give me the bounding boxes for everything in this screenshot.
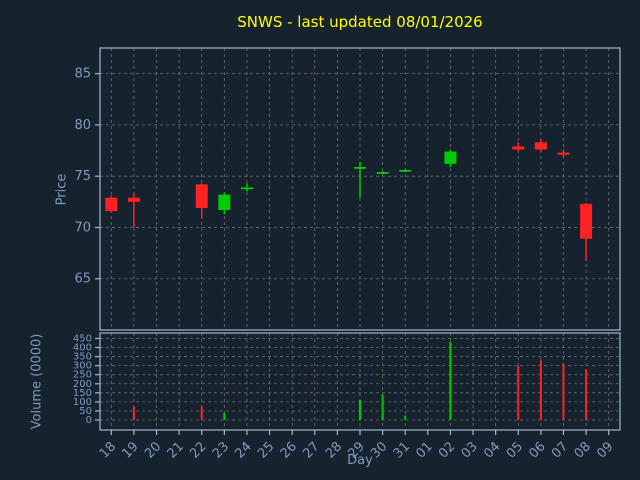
candle-body (240, 187, 253, 190)
day-tick-label: 07 (549, 439, 571, 461)
day-tick-label: 04 (481, 439, 503, 461)
day-tick-label: 28 (323, 439, 345, 461)
price-tick-label: 70 (74, 220, 91, 235)
volume-tick-label: 400 (73, 343, 92, 354)
volume-tick-label: 300 (73, 361, 92, 372)
chart-title: SNWS - last updated 08/01/2026 (237, 13, 483, 31)
candle-body (105, 197, 118, 212)
candle-body (195, 184, 208, 208)
day-tick-label: 27 (300, 439, 322, 461)
day-tick-label: 23 (210, 439, 232, 461)
day-tick-label: 08 (572, 439, 594, 461)
candle-body (512, 146, 525, 150)
price-tick-label: 65 (74, 272, 91, 287)
volume-tick-label: 150 (73, 388, 92, 399)
day-tick-label: 18 (97, 439, 119, 461)
day-tick-label: 30 (368, 439, 390, 461)
day-tick-label: 19 (119, 439, 141, 461)
candle-body (534, 142, 547, 150)
day-tick-label: 06 (526, 439, 548, 461)
candle-body (399, 170, 412, 172)
volume-tick-label: 250 (73, 370, 92, 381)
price-panel-frame (99, 47, 621, 331)
volume-tick-label: 100 (73, 397, 92, 408)
day-tick-label: 25 (255, 439, 277, 461)
volume-tick-label: 50 (79, 406, 92, 417)
price-tick-label: 85 (74, 67, 91, 82)
day-tick-label: 03 (459, 439, 481, 461)
candle-body (218, 194, 231, 211)
price-tick-label: 75 (74, 169, 91, 184)
day-tick-label: 31 (391, 439, 413, 461)
candle-body (127, 197, 140, 202)
day-tick-label: 05 (504, 439, 526, 461)
candle-body (444, 151, 457, 164)
volume-tick-label: 0 (86, 415, 92, 426)
day-tick-label: 26 (278, 439, 300, 461)
day-tick-label: 09 (594, 439, 616, 461)
candle-body (354, 166, 366, 169)
volume-tick-label: 350 (73, 352, 92, 363)
day-tick-label: 29 (346, 439, 368, 461)
x-axis-label: Day (347, 453, 373, 468)
day-tick-label: 01 (413, 439, 435, 461)
day-tick-label: 02 (436, 439, 458, 461)
day-tick-label: 20 (142, 439, 164, 461)
candle-body (557, 152, 570, 155)
volume-tick-label: 200 (73, 379, 92, 390)
day-tick-label: 21 (165, 439, 187, 461)
price-tick-label: 80 (74, 118, 91, 133)
candle-body (376, 172, 389, 174)
volume-tick-label: 450 (73, 333, 92, 344)
day-tick-label: 22 (187, 439, 209, 461)
candle-body (580, 203, 593, 239)
day-tick-label: 24 (232, 439, 254, 461)
